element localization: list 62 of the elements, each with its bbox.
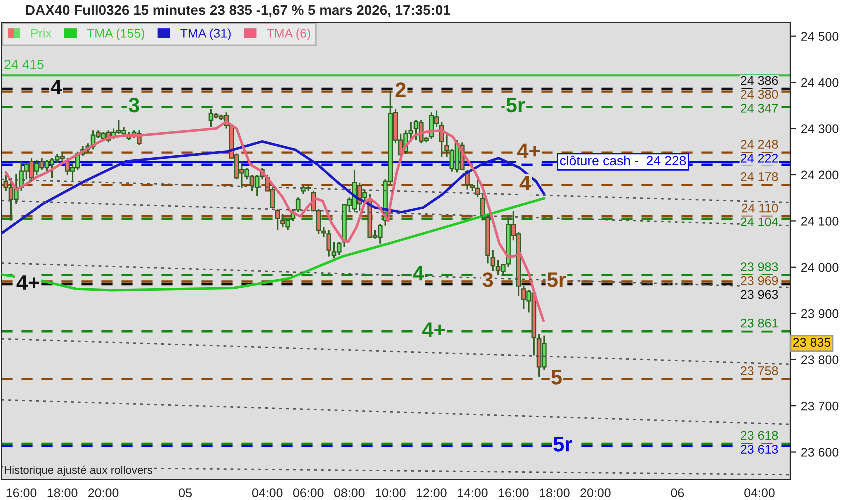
ref-line-label: 24 386 [741, 76, 778, 86]
x-tick-label: 08:00 [334, 488, 365, 498]
ref-line-label: 24 178 [741, 172, 778, 182]
y-tick-label: 24 200 [802, 170, 839, 180]
ref-line-label: 23 969 [741, 276, 778, 286]
ref-line-label: 24 248 [741, 140, 778, 149]
ref-line-label: 24 380 [741, 90, 778, 100]
annotation: 4 [520, 176, 531, 191]
x-tick-label: 10:00 [376, 488, 406, 498]
x-tick-label: 04:00 [744, 488, 775, 498]
ref-line-label: 23 618 [741, 431, 778, 440]
annotation: 3 [482, 272, 494, 288]
x-tick-label: 16:00 [6, 488, 37, 498]
y-tick-label: 24 000 [802, 263, 839, 272]
annotation: 4 [413, 266, 424, 281]
y-tick-label: 23 600 [802, 448, 839, 457]
annotation: 5 [552, 370, 562, 385]
y-tick-label: 24 400 [802, 78, 839, 88]
annotation: 4 [50, 80, 62, 94]
x-tick-label: 06:00 [293, 488, 324, 498]
x-tick-label: 12:00 [416, 488, 447, 498]
annotation: 5r [506, 98, 526, 113]
x-tick-label: 05 [179, 488, 192, 498]
ref-line-label: 24 347 [741, 104, 778, 113]
ref-line-label: 23 963 [741, 290, 778, 300]
annotation: 4+ [422, 322, 446, 338]
y-tick-label: 23 700 [802, 402, 839, 411]
x-tick-label: 18:00 [540, 488, 570, 498]
annotation: 5r [548, 272, 566, 288]
text: TMA (6) [267, 28, 310, 40]
ref-line-label: 24 415 [4, 60, 44, 70]
x-tick-label: 20:00 [88, 488, 119, 498]
text: TMA (155) [87, 28, 145, 40]
y-tick-label: 23 800 [802, 356, 839, 364]
text: Prix [31, 28, 52, 38]
annotation: 3 [128, 98, 140, 113]
x-tick-label: 20:00 [580, 488, 611, 498]
ref-line-label: 23 983 [741, 262, 778, 272]
annotation: Historique ajusté aux rollovers [4, 466, 152, 476]
y-tick-label: 23 900 [802, 309, 839, 318]
ref-line-label: clôture cash - 24 228 [560, 156, 686, 166]
y-tick-label: 24 100 [802, 217, 839, 226]
ref-line-label: 24 104 [741, 218, 778, 227]
annotation: 2 [396, 82, 406, 98]
annotation: 4+ [517, 144, 540, 158]
x-tick-label: 14:00 [458, 488, 488, 498]
x-tick-label: 16:00 [498, 488, 529, 498]
annotation: 5r [554, 437, 572, 452]
ref-line-label: 23 861 [741, 318, 778, 328]
annotation: 23 835 [793, 338, 831, 348]
x-tick-label: 18:00 [48, 488, 78, 498]
ref-line-label: 24 222 [741, 154, 778, 163]
chart-title: DAX40 Full0326 15 minutes 23 835 -1,67 % 5 mars 2026, 17:35:01 [26, 5, 451, 18]
annotation: 4+ [16, 276, 40, 290]
x-tick-label: 06 [671, 488, 684, 498]
y-tick-label: 24 500 [802, 32, 839, 42]
ref-line-label: 24 110 [742, 204, 778, 213]
y-tick-label: 24 300 [802, 124, 839, 134]
x-tick-label: 04:00 [252, 488, 283, 498]
text: TMA (31) [180, 28, 231, 40]
ref-line-label: 23 613 [741, 445, 778, 454]
ref-line-label: 23 758 [741, 366, 778, 376]
